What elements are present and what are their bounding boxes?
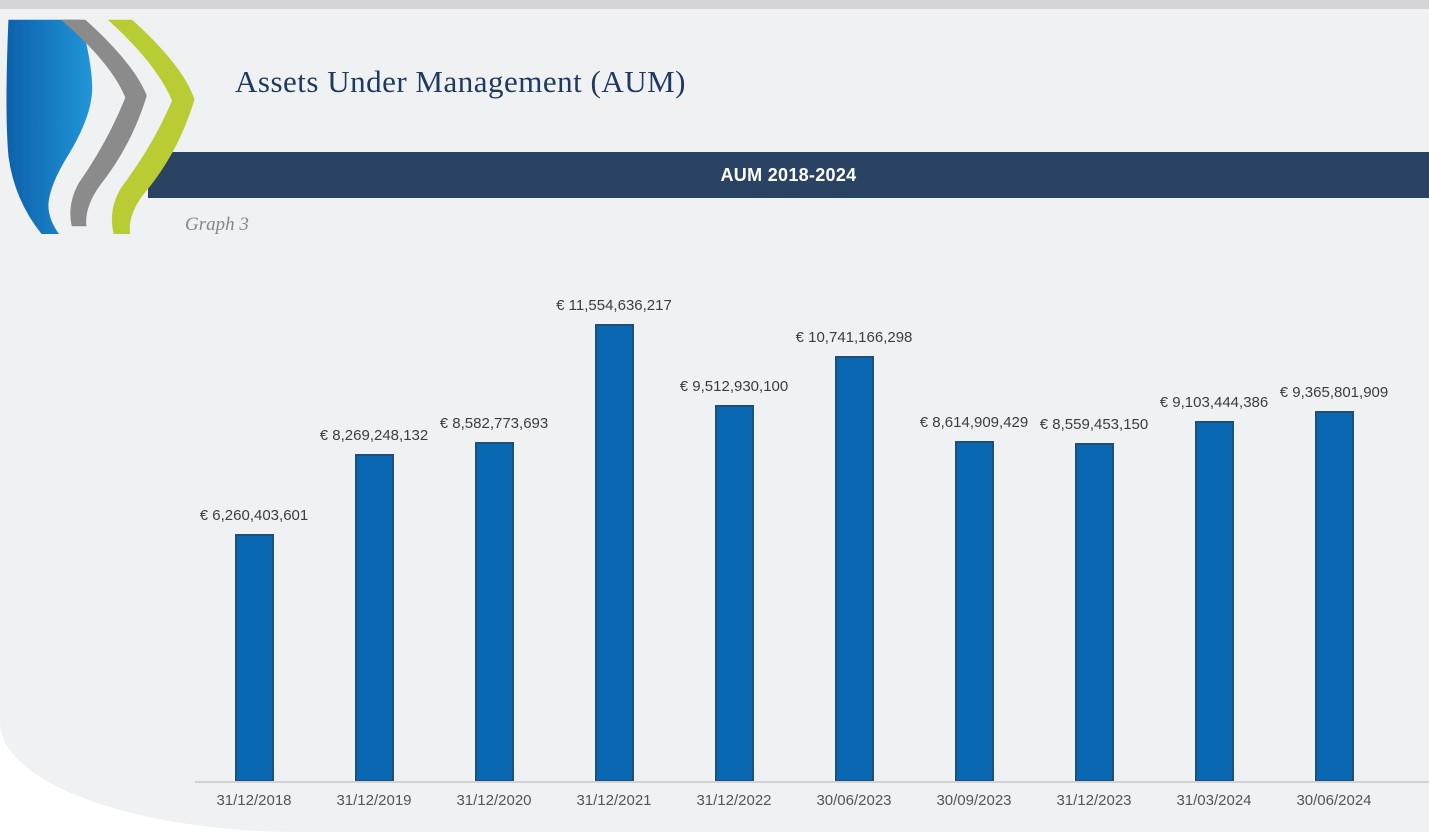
bar-column: € 8,269,248,132 xyxy=(314,288,434,782)
x-axis-tick-label: 31/12/2019 xyxy=(336,792,412,809)
bar xyxy=(234,534,274,782)
bar xyxy=(474,442,514,782)
bar xyxy=(954,441,994,782)
bar-column: € 8,582,773,693 xyxy=(434,288,554,782)
logo-blue-swoosh xyxy=(6,19,93,235)
section-header-label: AUM 2018-2024 xyxy=(720,164,857,185)
x-axis-tick-label: 31/12/2023 xyxy=(1056,792,1132,809)
bar xyxy=(714,405,754,782)
bar-column: € 9,512,930,100 xyxy=(674,288,794,782)
x-axis-tick-label: 31/12/2020 xyxy=(456,792,532,809)
bar-column: € 8,559,453,150 xyxy=(1034,288,1154,782)
x-axis-tick-label: 30/06/2023 xyxy=(816,792,892,809)
bar-value-label: € 9,512,930,100 xyxy=(679,378,789,395)
window-top-strip xyxy=(0,0,1429,9)
bar-value-label: € 8,269,248,132 xyxy=(319,427,429,444)
bar-column: € 8,614,909,429 xyxy=(914,288,1034,782)
graph-caption: Graph 3 xyxy=(185,214,249,235)
x-axis-tick-label: 31/12/2018 xyxy=(216,792,292,809)
x-axis-tick-label: 31/03/2024 xyxy=(1176,792,1252,809)
page-title: Assets Under Management (AUM) xyxy=(235,64,686,99)
plot-area: € 6,260,403,601 € 8,269,248,132 € 8,582,77… xyxy=(194,288,1394,782)
bar-value-label: € 10,741,166,298 xyxy=(795,329,913,346)
bar xyxy=(1074,443,1114,782)
bar-value-label: € 11,554,636,217 xyxy=(556,297,672,314)
logo-green-swoosh xyxy=(107,19,195,235)
bar xyxy=(834,356,874,782)
logo-gray-swoosh xyxy=(61,19,147,227)
section-header-bar: AUM 2018-2024 xyxy=(148,152,1429,198)
bar-column: € 9,365,801,909 xyxy=(1274,288,1394,782)
bar-column: € 10,741,166,298 xyxy=(794,288,914,782)
x-axis-tick-label: 31/12/2022 xyxy=(696,792,772,809)
bar-value-label: € 9,103,444,386 xyxy=(1159,394,1269,411)
x-axis-line xyxy=(195,781,1429,783)
bar-column: € 9,103,444,386 xyxy=(1154,288,1274,782)
bar xyxy=(354,454,394,782)
bar-value-label: € 8,582,773,693 xyxy=(439,415,549,432)
bar-value-label: € 8,559,453,150 xyxy=(1039,416,1149,433)
bar-value-label: € 9,365,801,909 xyxy=(1279,384,1389,401)
x-axis-tick-label: 31/12/2021 xyxy=(576,792,652,809)
company-logo xyxy=(6,19,195,235)
bar xyxy=(594,324,634,782)
bar-value-label: € 6,260,403,601 xyxy=(199,507,309,524)
x-axis-tick-label: 30/06/2024 xyxy=(1296,792,1372,809)
x-axis-tick-row: 31/12/2018 31/12/2019 31/12/2020 31/12/2021… xyxy=(194,792,1394,809)
bar-column: € 11,554,636,217 xyxy=(554,288,674,782)
bar xyxy=(1194,421,1234,782)
bar-column: € 6,260,403,601 xyxy=(194,288,314,782)
x-axis-tick-label: 30/09/2023 xyxy=(936,792,1012,809)
bar xyxy=(1314,411,1354,782)
bar-value-label: € 8,614,909,429 xyxy=(919,414,1029,431)
